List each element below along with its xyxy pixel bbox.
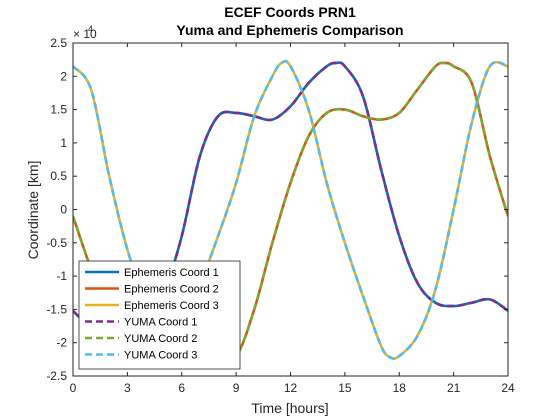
y-tick-label: 1.5 [50,103,67,117]
x-tick-label: 21 [447,381,461,395]
x-tick-label: 6 [178,381,185,395]
y-tick-label: 0.5 [50,169,67,183]
x-tick-label: 12 [284,381,298,395]
y-tick-label: -2.5 [46,369,67,383]
x-tick-label: 0 [70,381,77,395]
legend-label-ephemeris-coord-1: Ephemeris Coord 1 [124,267,219,279]
y-tick-label: 2.5 [50,36,67,50]
legend: Ephemeris Coord 1 Ephemeris Coord 2 Epheme… [78,260,241,370]
x-tick-label: 9 [233,381,240,395]
legend-label-yuma-coord-1: YUMA Coord 1 [124,317,197,329]
series-line-yuma-coord-3 [73,59,508,360]
ticks-layer: 0 3 6 9 12 15 18 21 24 -2.5 -2 -1.5 -1 -0.5 0 0.5 1 1.5 2 2… [46,36,515,395]
x-tick-label: 18 [393,381,407,395]
chart-subtitle: Yuma and Ephemeris Comparison [176,22,403,38]
legend-label-yuma-coord-2: YUMA Coord 2 [124,333,197,345]
y-tick-label: -0.5 [46,236,67,250]
x-tick-label: 15 [338,381,352,395]
legend-box [78,260,241,370]
y-exponent-label: × 10 4 [73,24,97,41]
y-axis-label: Coordinate [km] [25,161,41,260]
y-tick-label: 2 [60,69,67,83]
y-exponent-power: 4 [88,24,93,34]
y-tick-label: -2 [56,336,67,350]
y-tick-label: -1 [56,269,67,283]
legend-label-ephemeris-coord-3: Ephemeris Coord 3 [124,300,219,312]
x-axis-label: Time [hours] [251,400,328,416]
legend-label-ephemeris-coord-2: Ephemeris Coord 2 [124,284,219,296]
legend-label-yuma-coord-3: YUMA Coord 3 [124,350,197,362]
x-tick-label: 24 [501,381,515,395]
series-line-yuma-coord-2 [73,61,508,361]
y-tick-label: -1.5 [46,302,67,316]
chart-title: ECEF Coords PRN1 [224,4,356,20]
x-tick-label: 3 [124,381,131,395]
y-tick-label: 1 [60,136,67,150]
y-tick-label: 0 [60,203,67,217]
y-exponent-base: × 10 [73,27,97,41]
